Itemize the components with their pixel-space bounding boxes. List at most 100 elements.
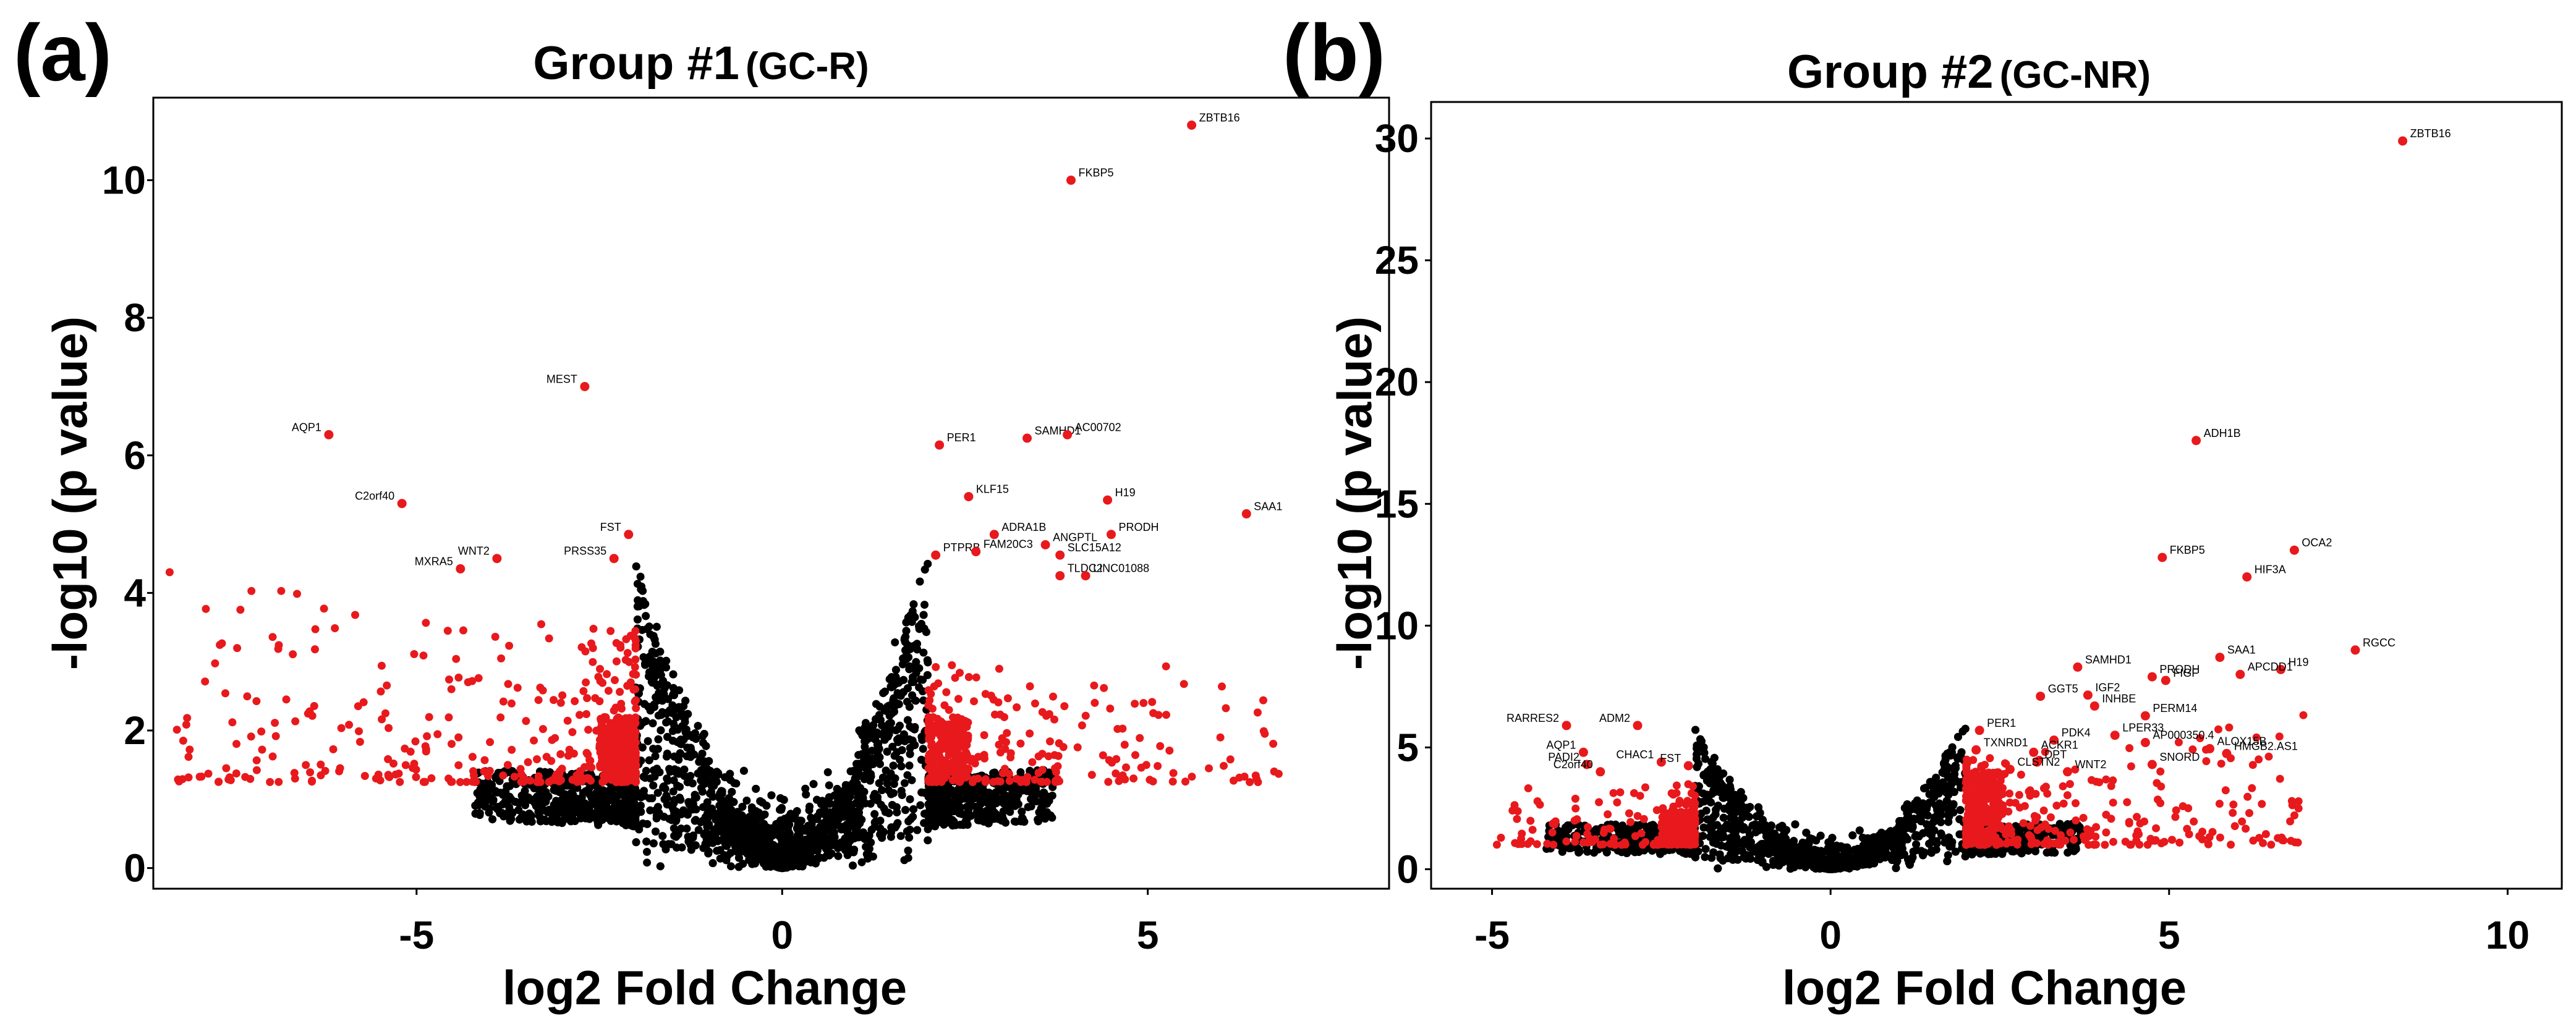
a-point-ns	[624, 799, 633, 808]
a-point-sig	[320, 604, 328, 613]
a-point-ns	[742, 796, 751, 805]
a-point-sig	[201, 677, 210, 686]
a-point-sig	[534, 775, 543, 784]
a-point-sig	[172, 726, 181, 734]
a-point-ns	[634, 596, 642, 604]
a-point-ns	[988, 809, 997, 818]
a-point-ns	[681, 697, 690, 705]
a-point-sig	[497, 654, 506, 663]
a-point-sig	[522, 717, 530, 726]
a-point-sig	[625, 658, 634, 666]
a-point-ns	[857, 858, 866, 866]
a-point-sig	[241, 773, 250, 781]
a-point-sig	[1026, 729, 1034, 738]
a-point-sig	[616, 643, 625, 652]
a-point-sig	[631, 685, 639, 693]
a-point-ns	[809, 836, 818, 845]
a-point-sig	[355, 737, 364, 746]
a-point-ns	[1010, 795, 1019, 803]
a-point-ns	[963, 792, 971, 801]
a-point-ns	[833, 785, 841, 793]
a-point-ns	[514, 806, 523, 815]
a-point-ns	[673, 726, 682, 734]
a-point-ns	[920, 601, 929, 609]
a-point-sig	[606, 627, 615, 635]
a-point-ns	[715, 802, 724, 810]
a-point-sig	[1169, 769, 1178, 777]
a-point-sig	[510, 773, 519, 781]
a-point-sig	[1216, 733, 1225, 742]
a-point-sig	[384, 755, 393, 763]
a-point-sig	[274, 641, 283, 650]
a-point-ns	[733, 847, 741, 856]
a-point-ns	[878, 786, 886, 794]
a-point-ns	[891, 638, 899, 646]
a-point-ns	[861, 760, 869, 769]
a-point-ns	[708, 808, 717, 816]
a-point-ns	[577, 814, 585, 823]
a-point-sig	[202, 604, 210, 613]
a-point-ns	[748, 841, 757, 849]
a-point-sig	[391, 770, 400, 779]
a-point-sig	[505, 642, 514, 650]
a-point-ns	[705, 830, 713, 839]
a-point-sig	[513, 684, 522, 692]
a-point-sig	[1222, 704, 1230, 713]
a-point-ns	[663, 732, 672, 741]
a-point-ns	[875, 745, 883, 753]
a-point-sig	[233, 644, 242, 653]
a-point-sig	[377, 661, 386, 670]
a-point-sig	[308, 777, 316, 786]
a-point-sig	[1205, 764, 1213, 773]
a-point-sig	[257, 727, 266, 736]
a-point-ns	[900, 635, 909, 644]
a-point-sig	[516, 764, 525, 773]
a-point-ns	[849, 848, 858, 857]
a-point-sig	[530, 736, 538, 745]
a-point-ns	[755, 825, 763, 834]
a-point-sig	[215, 777, 223, 786]
a-point-sig	[556, 698, 565, 707]
a-point-ns	[676, 740, 685, 748]
a-point-ns	[673, 831, 681, 840]
a-point-ns	[814, 828, 822, 837]
a-point-ns	[666, 706, 674, 714]
a-point-sig	[632, 696, 640, 705]
a-point-ns	[666, 768, 674, 776]
a-point-ns	[504, 808, 512, 817]
a-point-sig	[623, 764, 632, 773]
a-point-sig	[612, 657, 621, 666]
a-point-ns	[825, 842, 834, 850]
a-point-sig	[433, 730, 442, 739]
a-point-ns	[901, 806, 910, 815]
a-point-sig	[1253, 708, 1262, 717]
a-point-sig	[383, 681, 391, 690]
a-point-ns	[919, 611, 928, 619]
a-point-sig	[372, 774, 380, 783]
a-point-ns	[721, 834, 730, 843]
a-point-ns	[491, 787, 499, 795]
a-point-ns	[865, 734, 874, 742]
a-point-ns	[608, 787, 616, 796]
a-point-sig	[589, 624, 598, 633]
a-point-ns	[496, 809, 504, 818]
a-point-sig	[329, 745, 338, 753]
a-point-ns	[644, 737, 652, 745]
a-point-ns	[489, 795, 498, 804]
a-point-ns	[515, 815, 524, 824]
a-point-ns	[681, 728, 690, 737]
a-point-sig	[610, 706, 618, 715]
a-point-ns	[889, 696, 898, 705]
a-point-sig	[600, 740, 609, 749]
a-point-sig	[266, 777, 274, 786]
a-point-ns	[878, 773, 887, 782]
a-point-ns	[805, 806, 814, 815]
a-point-ns	[660, 795, 669, 803]
a-point-ns	[814, 812, 822, 821]
a-point-ns	[823, 813, 831, 822]
a-point-sig	[524, 758, 532, 766]
a-point-sig	[422, 745, 430, 753]
a-point-ns	[649, 781, 658, 790]
a-point-ns	[912, 658, 920, 666]
a-point-ns	[643, 847, 651, 856]
